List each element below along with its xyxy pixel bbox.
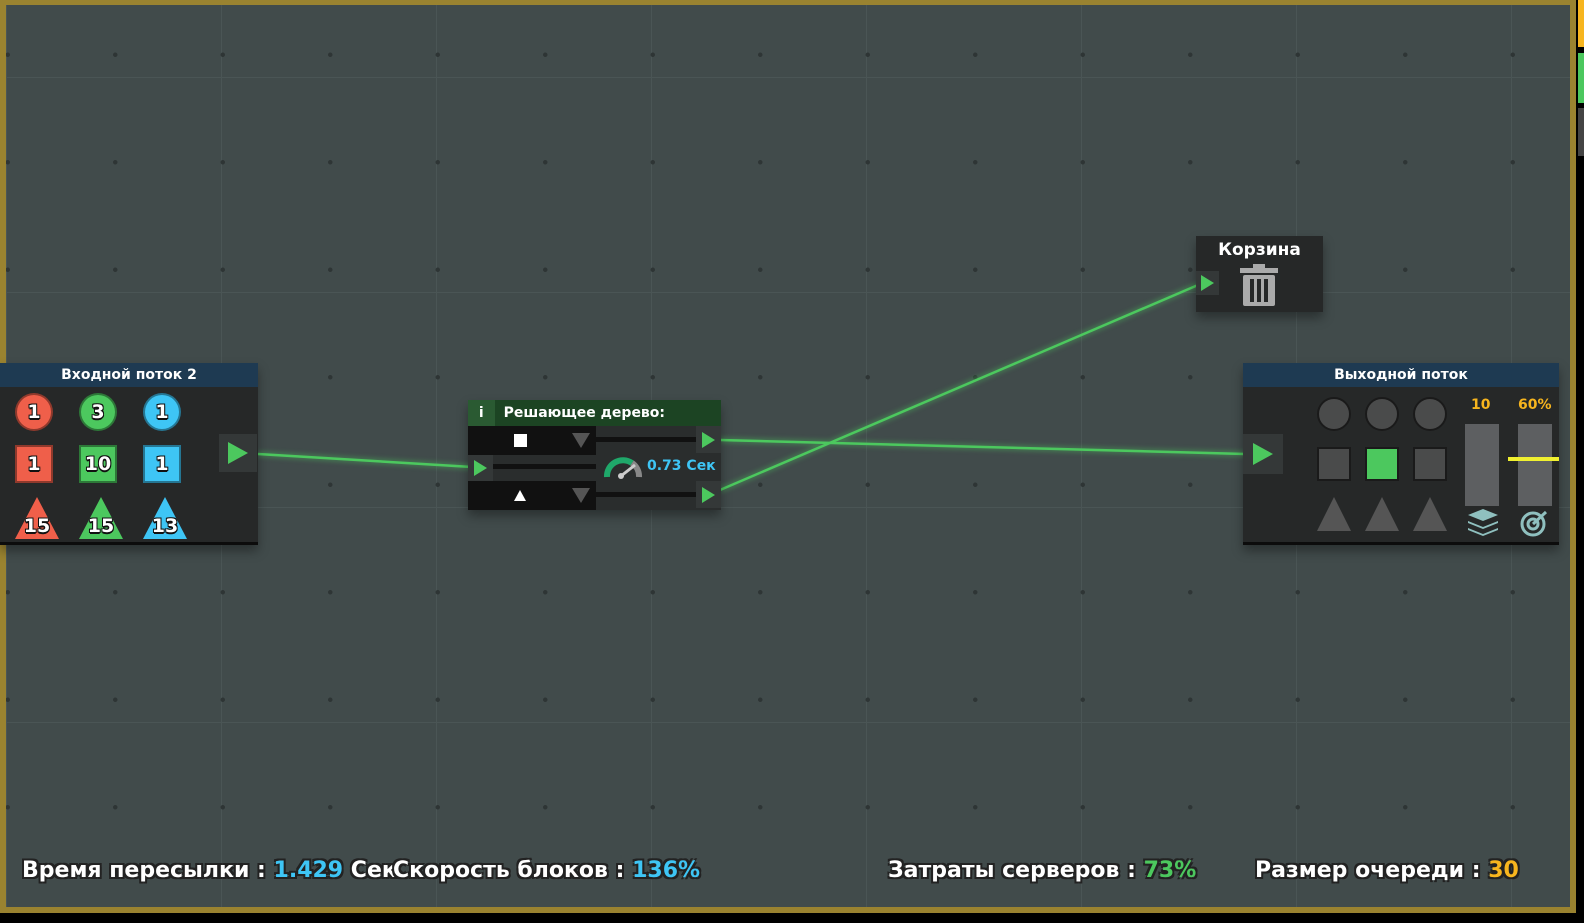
- square-icon: [514, 434, 527, 447]
- queue-bar: [1465, 424, 1499, 506]
- link-decision-trash[interactable]: [719, 283, 1199, 492]
- output-node-title: Выходной поток: [1243, 363, 1559, 387]
- circle-slot[interactable]: [1365, 397, 1399, 431]
- circle-slot[interactable]: [1317, 397, 1351, 431]
- accepted-square-slot[interactable]: [1365, 447, 1399, 481]
- input-node-output-port[interactable]: [219, 434, 257, 472]
- play-icon: [702, 431, 715, 448]
- indicator-gray: [1578, 108, 1584, 156]
- play-icon: [474, 460, 487, 476]
- red-circle-counter: 1: [15, 393, 53, 431]
- trash-icon: [1240, 264, 1278, 306]
- green-square-counter: 10: [79, 445, 117, 483]
- queue-value: 10: [1471, 397, 1491, 413]
- input-node[interactable]: Входной поток 2 1 3 1 1 10 1 15 15 13: [0, 363, 258, 545]
- queue-size-value: 30: [1488, 858, 1519, 883]
- transfer-time-value: 1.429: [273, 858, 344, 883]
- queue-size-stat: Размер очереди : 30: [1255, 858, 1519, 883]
- triangle-slot[interactable]: [1317, 497, 1351, 531]
- link-decision-output[interactable]: [719, 438, 1246, 456]
- triangle-icon: [514, 490, 526, 501]
- rule-select-1[interactable]: [468, 426, 596, 455]
- target-bar[interactable]: [1518, 424, 1552, 506]
- green-circle-counter: 3: [79, 393, 117, 431]
- rule-select-2[interactable]: [468, 481, 596, 510]
- trash-node-title: Корзина: [1218, 240, 1301, 260]
- circle-slot[interactable]: [1413, 397, 1447, 431]
- red-triangle-counter: 15: [15, 497, 59, 539]
- square-slot[interactable]: [1317, 447, 1351, 481]
- play-icon: [1253, 443, 1273, 465]
- dropdown-icon: [572, 433, 590, 448]
- output-input-port[interactable]: [1243, 434, 1283, 474]
- blue-triangle-counter: 13: [143, 497, 187, 539]
- trash-input-port[interactable]: [1196, 271, 1219, 295]
- trash-node[interactable]: Корзина: [1196, 236, 1323, 312]
- decision-output-port-2[interactable]: [696, 481, 721, 508]
- indicator-green: [1578, 53, 1584, 103]
- decision-output-port-1[interactable]: [696, 426, 721, 453]
- server-cost-value: 73%: [1143, 858, 1197, 883]
- server-cost-stat: Затраты серверов : 73%: [888, 858, 1197, 883]
- triangle-slot[interactable]: [1365, 497, 1399, 531]
- play-icon: [1201, 275, 1214, 291]
- red-square-counter: 1: [15, 445, 53, 483]
- play-icon: [228, 442, 248, 464]
- triangle-slot[interactable]: [1413, 497, 1447, 531]
- output-node[interactable]: Выходной поток 10 60%: [1243, 363, 1559, 545]
- input-node-title: Входной поток 2: [0, 363, 258, 387]
- target-icon: [1520, 510, 1548, 537]
- speedometer-icon: [604, 457, 642, 479]
- layers-icon: [1468, 509, 1498, 536]
- info-button[interactable]: i: [468, 400, 495, 426]
- block-speed-value: 136%: [632, 858, 701, 883]
- processing-time: 0.73 Сек: [647, 458, 716, 474]
- decision-input-port[interactable]: [468, 455, 493, 481]
- decision-node-title: Решающее дерево: форма: [503, 405, 666, 447]
- transfer-time-stat: Время пересылки : 1.429 Сек: [22, 858, 397, 883]
- decision-node[interactable]: i Решающее дерево: форма 0.73 Сек: [468, 400, 721, 510]
- blue-circle-counter: 1: [143, 393, 181, 431]
- green-triangle-counter: 15: [79, 497, 123, 539]
- dropdown-icon: [572, 488, 590, 503]
- block-speed-stat: Скорость блоков : 136%: [393, 858, 701, 883]
- link-input-decision[interactable]: [257, 452, 473, 469]
- target-level-marker[interactable]: [1508, 456, 1559, 461]
- square-slot[interactable]: [1413, 447, 1447, 481]
- play-icon: [702, 486, 715, 503]
- indicator-yellow: [1578, 0, 1584, 47]
- blue-square-counter: 1: [143, 445, 181, 483]
- target-value: 60%: [1518, 397, 1552, 413]
